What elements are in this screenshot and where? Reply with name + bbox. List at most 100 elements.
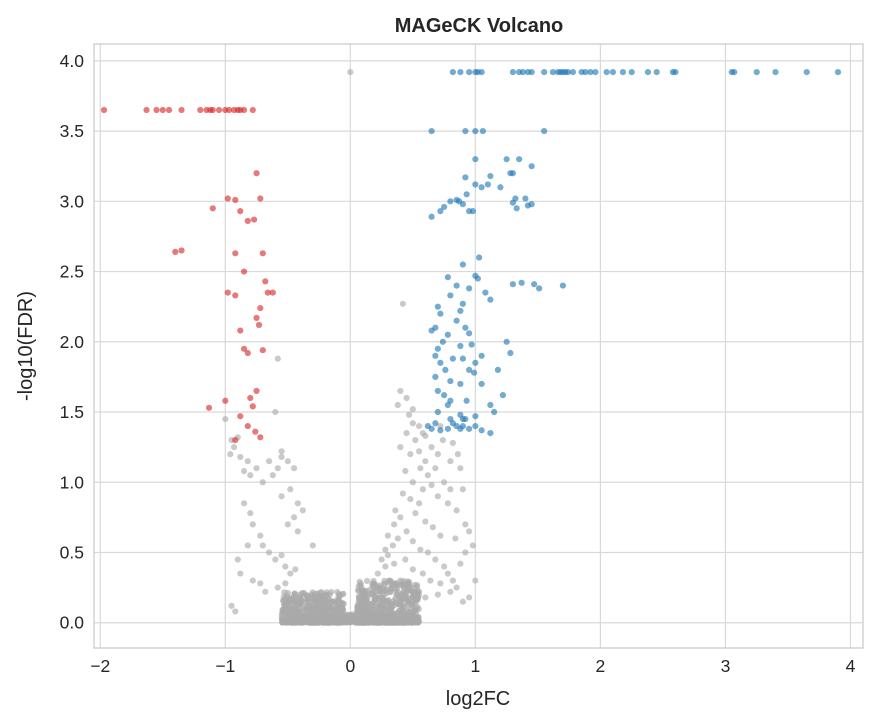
data-point-ns bbox=[428, 481, 435, 489]
data-point-ns bbox=[391, 521, 398, 528]
x-tick-label: 2 bbox=[596, 656, 606, 676]
data-point-ns bbox=[278, 493, 285, 500]
data-point-ns bbox=[434, 451, 441, 458]
y-tick-label: 3.0 bbox=[60, 191, 85, 211]
data-point-ns bbox=[441, 563, 448, 570]
data-point-ns bbox=[378, 588, 385, 595]
data-point-ns bbox=[289, 596, 296, 604]
data-point-ns bbox=[406, 411, 413, 418]
data-point-down bbox=[252, 428, 259, 435]
data-point-up bbox=[459, 300, 466, 307]
data-point-ns bbox=[339, 591, 346, 598]
data-point-ns bbox=[371, 614, 379, 621]
data-point-ns bbox=[309, 619, 317, 626]
data-point-ns bbox=[379, 602, 386, 609]
data-point-up bbox=[469, 208, 476, 215]
data-point-ns bbox=[424, 472, 431, 479]
data-point-ns bbox=[228, 602, 235, 609]
data-point-down bbox=[232, 292, 239, 299]
data-point-ns bbox=[387, 588, 394, 596]
data-point-ns bbox=[416, 448, 423, 455]
data-point-ns bbox=[402, 610, 409, 617]
data-point-ns bbox=[278, 453, 285, 461]
data-point-up bbox=[472, 413, 479, 420]
data-point-up bbox=[772, 68, 779, 76]
data-points bbox=[100, 68, 842, 626]
data-point-ns bbox=[324, 600, 332, 607]
data-point-up bbox=[509, 281, 516, 288]
data-point-up bbox=[447, 378, 454, 385]
data-point-down bbox=[237, 413, 244, 420]
y-tick-labels: 0.0 0.5 1.0 1.5 2.0 2.5 3.0 3.5 4.0 bbox=[60, 51, 85, 633]
data-point-up bbox=[803, 68, 810, 76]
data-point-up bbox=[592, 68, 599, 76]
data-point-up bbox=[466, 366, 473, 373]
data-point-ns bbox=[345, 617, 352, 624]
data-point-up bbox=[472, 156, 479, 163]
data-point-up bbox=[731, 68, 738, 76]
data-point-up bbox=[528, 163, 535, 170]
data-point-up bbox=[536, 285, 543, 292]
data-point-up bbox=[437, 208, 444, 215]
data-point-ns bbox=[284, 458, 291, 465]
data-point-ns bbox=[441, 479, 448, 486]
data-point-down bbox=[257, 304, 264, 312]
data-point-up bbox=[444, 274, 451, 281]
data-point-ns bbox=[384, 601, 391, 608]
data-point-down bbox=[232, 250, 239, 257]
data-point-up bbox=[434, 408, 441, 416]
data-point-ns bbox=[422, 594, 429, 601]
data-point-ns bbox=[287, 570, 294, 577]
data-point-up bbox=[628, 68, 635, 76]
data-point-ns bbox=[299, 611, 306, 618]
data-point-up bbox=[441, 392, 448, 399]
data-point-up bbox=[509, 170, 516, 177]
data-point-ns bbox=[290, 465, 298, 472]
data-point-ns bbox=[402, 467, 409, 475]
data-point-up bbox=[466, 68, 473, 76]
data-point-up bbox=[457, 342, 464, 350]
data-point-ns bbox=[375, 618, 382, 626]
data-point-ns bbox=[422, 458, 429, 465]
data-point-ns bbox=[257, 580, 264, 587]
x-tick-label: −2 bbox=[90, 656, 110, 676]
data-point-up bbox=[528, 68, 535, 76]
data-point-up bbox=[463, 191, 470, 198]
data-point-up bbox=[478, 184, 485, 191]
data-point-up bbox=[432, 352, 439, 359]
data-point-down bbox=[240, 345, 248, 352]
data-point-up bbox=[487, 172, 494, 180]
data-point-ns bbox=[384, 532, 391, 539]
data-point-up bbox=[442, 366, 449, 373]
data-point-ns bbox=[222, 415, 229, 423]
data-point-down bbox=[100, 106, 108, 114]
data-point-down bbox=[232, 437, 239, 444]
y-tick-label: 3.5 bbox=[60, 121, 84, 141]
data-point-ns bbox=[428, 444, 435, 451]
data-point-up bbox=[459, 201, 466, 208]
data-point-ns bbox=[387, 577, 394, 584]
data-point-down bbox=[253, 387, 260, 395]
data-point-ns bbox=[447, 588, 454, 595]
data-point-up bbox=[447, 292, 454, 299]
y-axis-label: -log10(FDR) bbox=[15, 291, 37, 401]
data-point-ns bbox=[259, 479, 266, 486]
data-point-up bbox=[428, 127, 435, 135]
data-point-ns bbox=[380, 611, 387, 619]
data-point-up bbox=[444, 331, 451, 338]
data-point-ns bbox=[331, 618, 338, 625]
data-point-up bbox=[478, 427, 485, 434]
data-point-ns bbox=[262, 588, 269, 595]
data-point-down bbox=[232, 196, 239, 204]
data-point-ns bbox=[409, 479, 416, 486]
data-point-ns bbox=[409, 538, 416, 545]
data-point-ns bbox=[310, 597, 317, 604]
data-point-ns bbox=[284, 521, 291, 528]
data-point-up bbox=[449, 355, 456, 362]
data-point-ns bbox=[447, 486, 454, 493]
data-point-up bbox=[603, 68, 610, 76]
data-point-ns bbox=[391, 560, 398, 567]
data-point-ns bbox=[422, 432, 429, 439]
data-point-up bbox=[619, 68, 627, 76]
data-point-up bbox=[437, 359, 444, 366]
